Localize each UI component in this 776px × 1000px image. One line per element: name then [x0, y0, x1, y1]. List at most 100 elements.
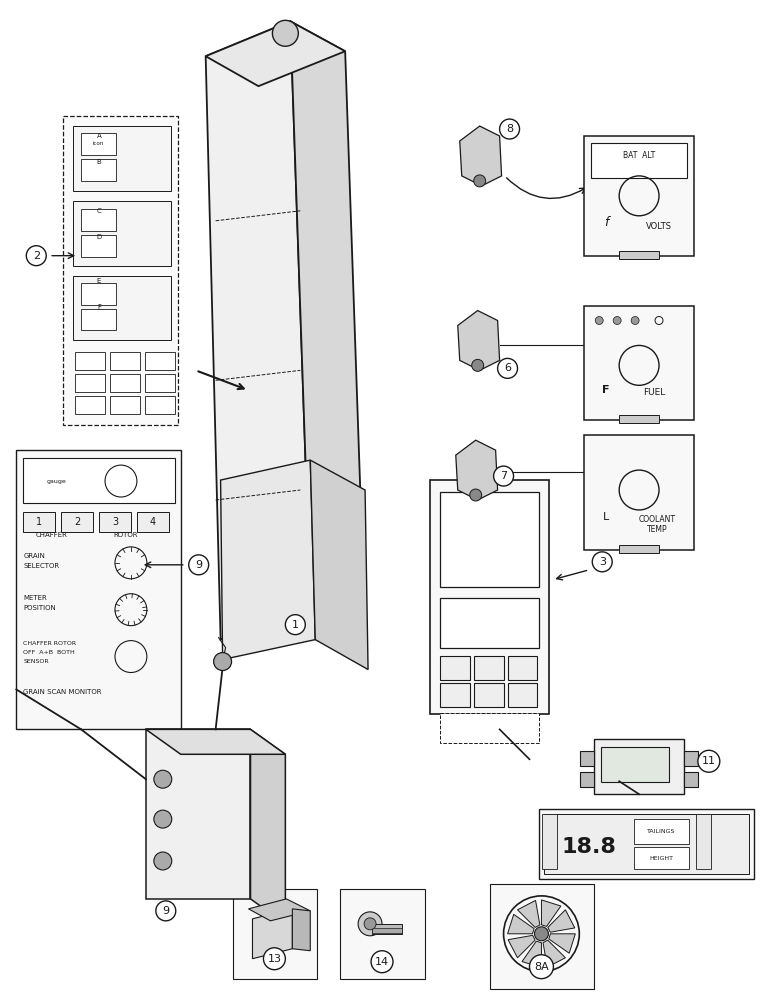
- Text: ROTOR: ROTOR: [114, 532, 138, 538]
- Circle shape: [592, 552, 612, 572]
- Polygon shape: [252, 909, 293, 959]
- Polygon shape: [522, 941, 542, 968]
- Text: gauge: gauge: [47, 479, 66, 484]
- Bar: [508, 656, 538, 680]
- Text: 4: 4: [150, 517, 156, 527]
- Circle shape: [272, 20, 298, 46]
- Polygon shape: [220, 460, 315, 660]
- Polygon shape: [548, 910, 575, 932]
- Text: C: C: [97, 208, 102, 214]
- Circle shape: [26, 246, 47, 266]
- Bar: [73, 276, 171, 340]
- Text: A: A: [97, 133, 102, 139]
- Bar: [542, 814, 557, 869]
- Text: HEIGHT: HEIGHT: [649, 856, 673, 861]
- Circle shape: [535, 927, 549, 941]
- Bar: [81, 159, 116, 181]
- Text: METER: METER: [23, 595, 47, 601]
- Bar: [440, 598, 539, 648]
- Bar: [23, 458, 175, 503]
- Polygon shape: [290, 21, 365, 630]
- Bar: [580, 751, 594, 766]
- Circle shape: [154, 770, 171, 788]
- Circle shape: [497, 358, 518, 378]
- Bar: [619, 251, 659, 259]
- Bar: [99, 512, 131, 532]
- Bar: [233, 889, 317, 979]
- Text: 18.8: 18.8: [562, 837, 617, 857]
- Text: 6: 6: [504, 363, 511, 373]
- Polygon shape: [310, 460, 368, 670]
- Polygon shape: [251, 729, 286, 924]
- Bar: [372, 924, 402, 934]
- Bar: [580, 772, 594, 787]
- Text: F: F: [602, 385, 610, 395]
- Polygon shape: [206, 21, 310, 640]
- Bar: [63, 116, 178, 425]
- Bar: [684, 772, 698, 787]
- Bar: [73, 126, 171, 191]
- Bar: [591, 143, 687, 178]
- Polygon shape: [206, 21, 345, 86]
- Polygon shape: [549, 934, 575, 953]
- Circle shape: [473, 175, 486, 187]
- Bar: [473, 683, 504, 707]
- Circle shape: [698, 750, 720, 772]
- Bar: [137, 512, 169, 532]
- Text: 9: 9: [195, 560, 203, 570]
- Bar: [594, 739, 684, 794]
- Text: BAT  ALT: BAT ALT: [623, 151, 655, 160]
- Text: 11: 11: [702, 756, 715, 766]
- Text: 3: 3: [112, 517, 118, 527]
- Bar: [81, 309, 116, 330]
- Text: 13: 13: [268, 954, 282, 964]
- Bar: [619, 415, 659, 423]
- Bar: [440, 656, 469, 680]
- Circle shape: [469, 489, 482, 501]
- Bar: [696, 814, 711, 869]
- Circle shape: [213, 653, 231, 671]
- Text: L: L: [603, 512, 609, 522]
- Bar: [110, 396, 140, 414]
- Polygon shape: [459, 126, 501, 186]
- Polygon shape: [518, 900, 540, 927]
- Text: 9: 9: [162, 906, 169, 916]
- Bar: [601, 747, 669, 782]
- Text: 14: 14: [375, 957, 389, 967]
- Bar: [75, 396, 105, 414]
- Circle shape: [500, 119, 519, 139]
- Bar: [440, 683, 469, 707]
- Text: 1: 1: [36, 517, 43, 527]
- Circle shape: [358, 912, 382, 936]
- Circle shape: [364, 918, 376, 930]
- Bar: [23, 512, 55, 532]
- Text: B: B: [97, 159, 102, 165]
- Text: 2: 2: [33, 251, 40, 261]
- Bar: [16, 450, 181, 729]
- Text: CHAFFER ROTOR: CHAFFER ROTOR: [23, 641, 76, 646]
- Circle shape: [371, 951, 393, 973]
- Bar: [440, 492, 539, 587]
- Text: POSITION: POSITION: [23, 605, 56, 611]
- Text: f: f: [604, 216, 608, 229]
- Bar: [430, 480, 549, 714]
- Text: 8: 8: [506, 124, 513, 134]
- Text: CHAFFER: CHAFFER: [35, 532, 68, 538]
- Bar: [61, 512, 93, 532]
- Bar: [145, 374, 175, 392]
- Text: TEMP: TEMP: [646, 525, 667, 534]
- Text: FUEL: FUEL: [643, 388, 665, 397]
- Text: icon: icon: [92, 141, 104, 146]
- Polygon shape: [146, 729, 251, 899]
- Bar: [634, 847, 689, 869]
- Bar: [545, 814, 749, 874]
- Text: 2: 2: [74, 517, 80, 527]
- Bar: [584, 435, 694, 550]
- Circle shape: [263, 948, 286, 970]
- Bar: [584, 136, 694, 256]
- Polygon shape: [508, 914, 534, 934]
- Text: F: F: [97, 304, 101, 310]
- Text: VOLTS: VOLTS: [646, 222, 672, 231]
- Circle shape: [156, 901, 175, 921]
- Polygon shape: [146, 729, 286, 754]
